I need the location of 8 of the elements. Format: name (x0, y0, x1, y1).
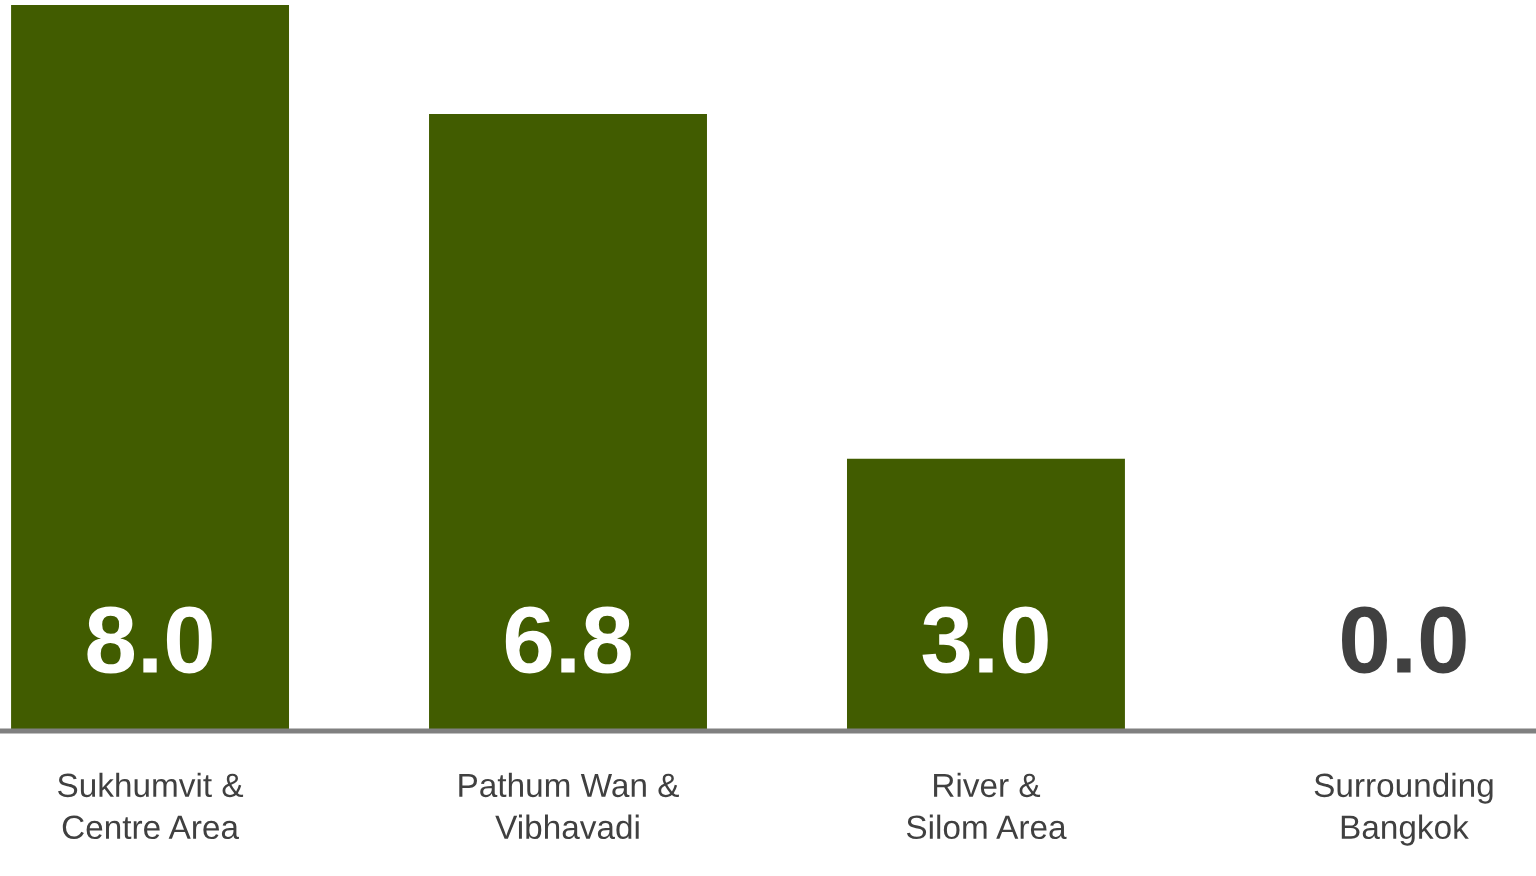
x-tick-label: River & Silom Area (906, 772, 1067, 840)
x-tick-label: Surrounding Bangkok (1314, 772, 1493, 846)
x-tick-label: Pathum Wan & Vibhavadi (459, 772, 679, 840)
data-label: 3.0 (922, 606, 1048, 674)
data-label: 0.0 (1342, 606, 1466, 674)
x-tick-label: Sukhumvit & Centre Area (58, 772, 244, 840)
data-label: 6.8 (505, 606, 631, 674)
data-label: 8.0 (87, 606, 212, 674)
